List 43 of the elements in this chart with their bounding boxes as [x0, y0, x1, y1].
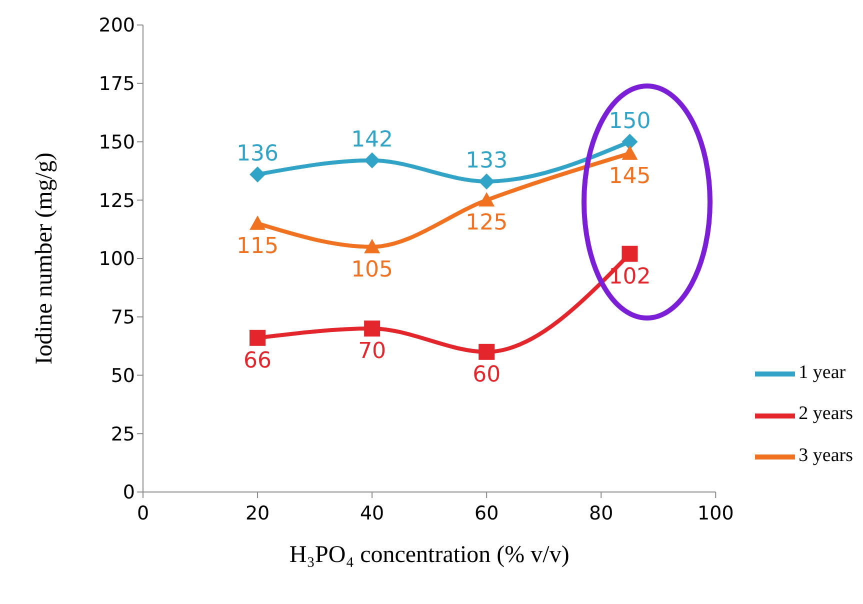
y-tick-label: 175 — [98, 73, 135, 96]
data-label: 133 — [466, 148, 508, 174]
point — [364, 320, 380, 337]
data-label: 145 — [608, 164, 651, 190]
y-tick-label: 100 — [98, 248, 135, 270]
data-label: 105 — [351, 257, 394, 282]
x-axis-title: H₃PO₄ concentration (% v/v) — [289, 542, 570, 568]
data-label: 150 — [608, 108, 651, 134]
point — [364, 152, 380, 168]
point — [478, 344, 495, 360]
x-tick-label: 60 — [474, 502, 499, 524]
y-tick-label: 200 — [98, 14, 135, 37]
data-label: 60 — [472, 362, 501, 388]
y-tick-label: 50 — [110, 364, 135, 387]
legend-label: 1 year — [798, 362, 846, 383]
y-tick-label: 25 — [110, 423, 135, 446]
data-label: 115 — [236, 234, 279, 260]
point — [622, 246, 638, 262]
data-label: 66 — [244, 348, 272, 374]
x-tick-label: 100 — [698, 502, 734, 524]
data-label: 136 — [236, 141, 279, 166]
legend-label: 2 years — [798, 403, 853, 424]
point — [478, 192, 495, 207]
point — [622, 145, 638, 160]
point — [364, 238, 380, 254]
data-label: 70 — [358, 339, 386, 364]
data-label: 142 — [351, 127, 394, 152]
y-tick-label: 150 — [98, 131, 135, 154]
x-tick-label: 80 — [589, 502, 614, 524]
point — [250, 330, 266, 346]
x-tick-label: 20 — [245, 502, 270, 524]
y-tick-label: 75 — [110, 306, 135, 329]
point — [478, 173, 495, 190]
x-tick-label: 40 — [360, 502, 384, 524]
legend-label: 3 years — [798, 444, 853, 466]
x-tick-label: 0 — [136, 502, 150, 524]
point — [250, 215, 266, 230]
y-axis-title: Iodine number (mg/g) — [32, 152, 58, 364]
point — [622, 134, 638, 150]
y-tick-label: 125 — [98, 190, 135, 212]
data-label: 125 — [466, 210, 508, 236]
y-tick-label: 0 — [122, 482, 135, 504]
point — [250, 166, 266, 182]
